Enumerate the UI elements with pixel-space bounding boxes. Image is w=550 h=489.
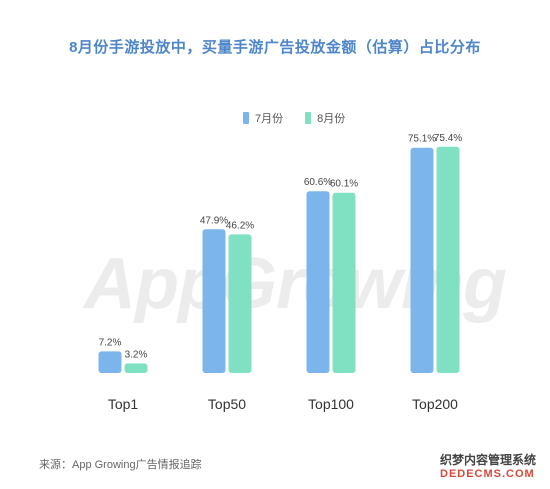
chart-title: 8月份手游投放中，买量手游广告投放金额（估算）占比分布 [69, 39, 481, 56]
bar-top50-august [228, 234, 252, 373]
bar-top200-july [410, 147, 434, 373]
value-label-top50-july: 47.9% [200, 215, 228, 226]
bar-top100-july [306, 191, 330, 373]
source-note: 来源：App Growing广告情报追踪 [39, 459, 202, 471]
category-label-top1: Top1 [108, 396, 139, 412]
value-label-top200-july: 75.1% [408, 134, 436, 145]
category-label-top100: Top100 [308, 396, 354, 412]
legend-label-august: 8月份 [317, 113, 346, 125]
value-labels-layer: 7.2%3.2% 47.9%46.2% 60.6%60.1% 75.1%75.4% [99, 133, 463, 361]
corner-watermark: 织梦内容管理系统 DEDECMS.COM [440, 451, 548, 485]
bar-top1-july [98, 351, 122, 373]
bars-layer [98, 146, 460, 373]
value-label-top100-july: 60.6% [304, 177, 332, 188]
legend-item-august: 8月份 [305, 110, 345, 126]
bar-top200-august [436, 146, 460, 373]
category-label-top200: Top200 [412, 396, 458, 412]
legend-item-july: 7月份 [243, 110, 283, 126]
value-label-top1-july: 7.2% [99, 337, 122, 348]
corner-watermark-line2: DEDECMS.COM [440, 468, 535, 480]
chart-legend: 7月份 8月份 [243, 110, 367, 126]
value-label-top1-august: 3.2% [125, 349, 148, 360]
value-label-top100-august: 60.1% [330, 179, 358, 190]
watermark-logo: AppGrowing [82, 244, 506, 324]
corner-watermark-line1: 织梦内容管理系统 [440, 453, 537, 467]
legend-label-july: 7月份 [255, 113, 284, 125]
bar-top1-august [124, 363, 148, 373]
category-label-top50: Top50 [208, 396, 246, 412]
bar-top50-july [202, 229, 226, 373]
legend-swatch-july [243, 112, 249, 124]
bar-top100-august [332, 192, 356, 373]
category-labels-layer: Top1 Top50 Top100 Top200 [108, 396, 458, 412]
value-label-top200-august: 75.4% [434, 133, 462, 144]
value-label-top50-august: 46.2% [226, 220, 254, 231]
legend-swatch-august [305, 112, 312, 124]
